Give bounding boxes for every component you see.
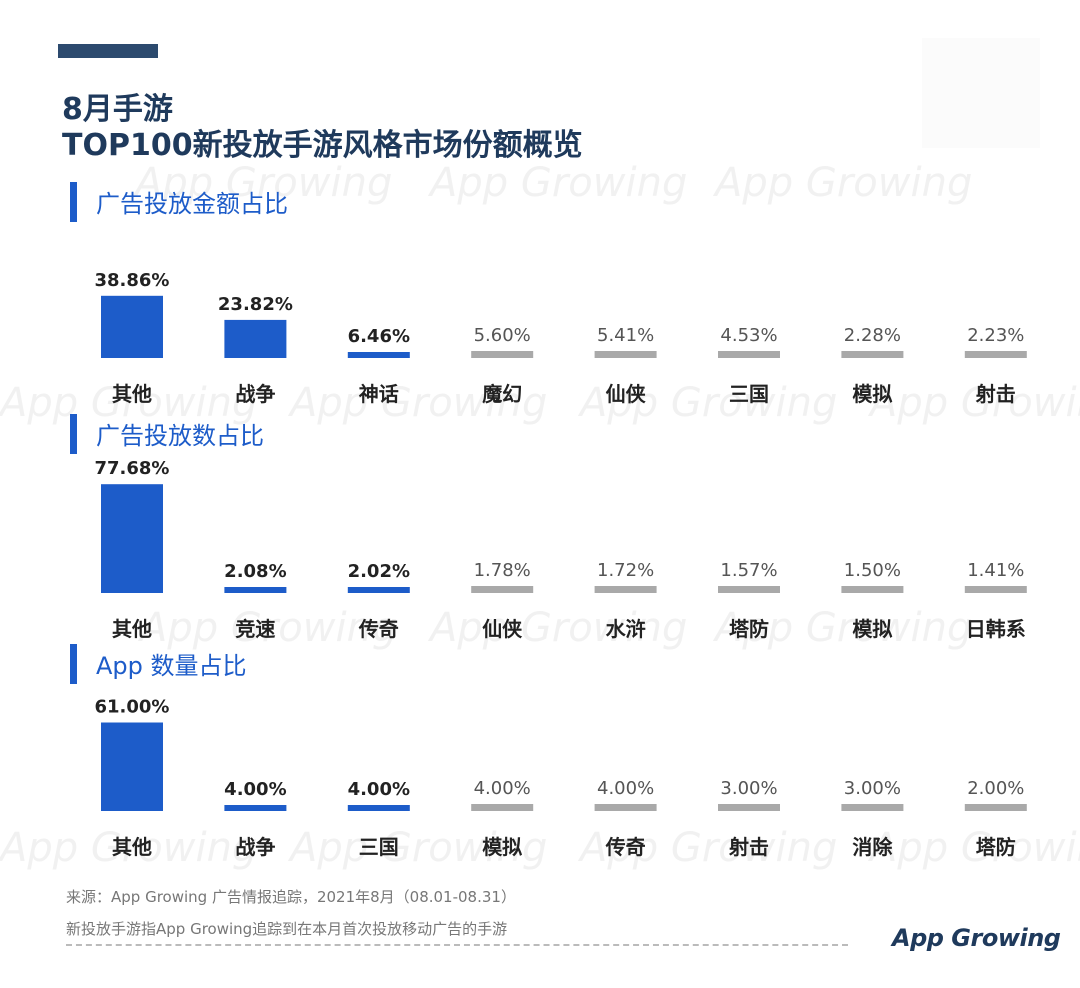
section-title: 广告投放数占比 — [96, 422, 264, 450]
data-label-2-5: 1.72% — [597, 560, 654, 581]
category-label-1-3: 神话 — [359, 382, 399, 406]
data-label-1-2: 23.82% — [218, 294, 293, 315]
bar-1-6 — [718, 351, 780, 358]
category-label-2-1: 其他 — [112, 617, 152, 641]
page-title-line1: 8月手游 — [62, 92, 173, 127]
category-label-1-2: 战争 — [235, 382, 275, 406]
category-label-1-8: 射击 — [975, 382, 1016, 406]
bar-1-3 — [347, 352, 410, 358]
bar-1-7 — [841, 351, 904, 358]
data-label-2-8: 1.41% — [967, 560, 1024, 581]
bar-2-1 — [101, 484, 163, 593]
category-label-1-1: 其他 — [112, 382, 152, 406]
data-label-1-6: 4.53% — [720, 325, 777, 346]
bar-2-8 — [964, 586, 1027, 593]
section-title: App 数量占比 — [96, 652, 247, 680]
data-label-3-7: 3.00% — [844, 778, 901, 799]
category-label-3-4: 模拟 — [482, 835, 522, 859]
category-label-2-6: 塔防 — [729, 617, 769, 641]
bar-3-8 — [964, 804, 1027, 811]
footer-divider — [66, 944, 848, 946]
data-label-1-5: 5.41% — [597, 325, 654, 346]
source-note: 来源：App Growing 广告情报追踪，2021年8月（08.01-08.3… — [66, 888, 516, 906]
section-title: 广告投放金额占比 — [96, 190, 288, 218]
bar-2-6 — [718, 586, 780, 593]
data-label-1-7: 2.28% — [844, 325, 901, 346]
app-growing-logo: App Growing — [892, 924, 1061, 952]
bar-2-2 — [224, 587, 287, 593]
category-label-3-7: 消除 — [852, 835, 893, 859]
page-title-line2: TOP100新投放手游风格市场份额概览 — [62, 128, 583, 163]
category-label-3-6: 射击 — [728, 835, 769, 859]
data-label-2-2: 2.08% — [224, 561, 286, 582]
category-label-1-5: 仙侠 — [606, 382, 647, 406]
bar-2-3 — [347, 587, 410, 593]
blank-corner-box — [922, 38, 1040, 148]
data-label-1-1: 38.86% — [95, 270, 170, 291]
title-accent-bar — [58, 44, 158, 58]
bar-2-7 — [841, 586, 904, 593]
data-label-2-4: 1.78% — [474, 560, 531, 581]
data-label-3-6: 3.00% — [720, 778, 777, 799]
data-label-3-2: 4.00% — [224, 779, 286, 800]
bar-1-5 — [594, 351, 657, 358]
data-label-3-1: 61.00% — [95, 697, 170, 718]
data-label-1-4: 5.60% — [474, 325, 531, 346]
category-label-3-3: 三国 — [359, 835, 399, 859]
bar-3-2 — [224, 805, 287, 811]
category-label-3-1: 其他 — [112, 835, 152, 859]
bar-1-4 — [471, 351, 534, 358]
data-label-2-1: 77.68% — [95, 458, 170, 479]
bar-3-6 — [718, 804, 780, 811]
bar-2-5 — [594, 586, 657, 593]
bar-3-5 — [594, 804, 657, 811]
bar-1-2 — [224, 319, 287, 358]
bar-1-1 — [101, 295, 163, 358]
data-label-2-7: 1.50% — [844, 560, 901, 581]
section-marker — [70, 414, 77, 454]
category-label-3-2: 战争 — [235, 835, 275, 859]
bar-1-8 — [964, 351, 1027, 358]
data-label-3-5: 4.00% — [597, 778, 654, 799]
category-label-1-6: 三国 — [729, 382, 769, 406]
category-label-2-4: 仙侠 — [482, 617, 523, 641]
bar-3-1 — [101, 722, 163, 811]
data-label-3-3: 4.00% — [348, 779, 410, 800]
category-label-3-8: 塔防 — [976, 835, 1016, 859]
bar-3-4 — [471, 804, 534, 811]
category-label-2-2: 竞速 — [235, 617, 275, 641]
bar-2-4 — [471, 586, 534, 593]
data-label-1-3: 6.46% — [348, 326, 410, 347]
category-label-1-7: 模拟 — [852, 382, 892, 406]
section-marker — [70, 644, 77, 684]
category-label-2-7: 模拟 — [852, 617, 892, 641]
data-label-2-6: 1.57% — [720, 560, 777, 581]
category-label-1-4: 魔幻 — [482, 382, 522, 406]
data-label-2-3: 2.02% — [348, 561, 410, 582]
category-label-2-8: 日韩系 — [966, 617, 1026, 641]
bar-3-7 — [841, 804, 904, 811]
category-label-3-5: 传奇 — [605, 835, 646, 859]
section-marker — [70, 182, 77, 222]
data-label-3-8: 2.00% — [967, 778, 1024, 799]
data-label-3-4: 4.00% — [474, 778, 531, 799]
bar-3-3 — [347, 805, 410, 811]
category-label-2-5: 水浒 — [606, 617, 646, 641]
definition-note: 新投放手游指App Growing追踪到在本月首次投放移动广告的手游 — [66, 920, 508, 938]
category-label-2-3: 传奇 — [358, 617, 399, 641]
data-label-1-8: 2.23% — [967, 325, 1024, 346]
